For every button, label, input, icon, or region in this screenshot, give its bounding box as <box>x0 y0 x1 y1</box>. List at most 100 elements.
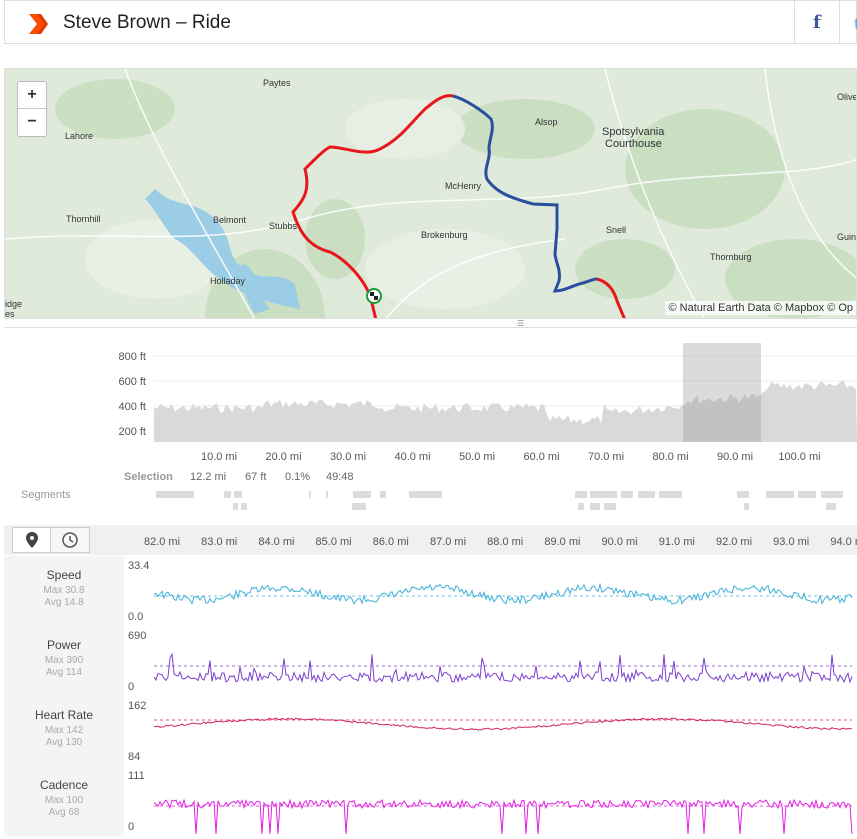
segment-bars <box>156 491 843 510</box>
map-place-label: Belmont <box>213 215 247 225</box>
map-place-label: Olive <box>837 92 857 102</box>
selection-grade: 0.1% <box>285 471 310 483</box>
segments-label: Segments <box>21 489 71 501</box>
segment-bar[interactable] <box>604 503 616 510</box>
map-resize-handle[interactable]: ☰ <box>4 319 857 328</box>
detail-x-tick: 85.0 mi <box>316 536 352 548</box>
stream-plot: 111 0 <box>124 766 857 835</box>
stream-plots: 33.4 0.0 690 0 162 84 111 0 <box>124 556 857 835</box>
segment-bar[interactable] <box>621 491 633 498</box>
stream-bottom-label: 0 <box>128 681 134 693</box>
detail-distance-axis: 82.0 mi 83.0 mi 84.0 mi 85.0 mi 86.0 mi 87.0 … <box>144 536 857 548</box>
facebook-icon: f <box>813 12 821 33</box>
segment-bar[interactable] <box>409 491 442 498</box>
stream-max: Max 142 <box>44 725 84 736</box>
detail-x-tick: 89.0 mi <box>544 536 580 548</box>
page-title: Steve Brown – Ride <box>63 12 231 33</box>
segment-bar[interactable] <box>309 491 311 498</box>
stream-name: Speed <box>46 568 82 582</box>
map-background <box>5 69 856 318</box>
detail-x-tick: 84.0 mi <box>258 536 294 548</box>
segment-bar[interactable] <box>233 503 238 510</box>
heart-rate-row-label: Heart Rate Max 142 Avg 130 <box>4 696 124 767</box>
elevation-x-tick: 70.0 mi <box>588 451 624 463</box>
segment-bar[interactable] <box>826 503 836 510</box>
map-place-label: Thornburg <box>710 252 752 262</box>
elevation-x-tick: 20.0 mi <box>265 451 301 463</box>
map-place-label: Snell <box>606 225 627 235</box>
segment-bar[interactable] <box>590 491 617 498</box>
page-header: Steve Brown – Ride f t <box>4 0 857 44</box>
segment-bar[interactable] <box>798 491 816 498</box>
map-place-label: Holladay <box>210 276 246 286</box>
segment-bar[interactable] <box>241 503 247 510</box>
stream-plot: 162 84 <box>124 696 857 765</box>
stream-trace <box>153 717 853 731</box>
elevation-selection-window[interactable] <box>683 343 761 442</box>
segment-bar[interactable] <box>638 491 655 498</box>
segment-bar[interactable] <box>224 491 231 498</box>
drag-handle-icon: ☰ <box>517 319 525 328</box>
stream-trace <box>153 652 853 684</box>
elevation-x-tick: 10.0 mi <box>201 451 237 463</box>
elevation-x-tick: 30.0 mi <box>330 451 366 463</box>
facebook-share-button[interactable]: f <box>794 1 839 43</box>
stream-charts[interactable]: Speed Max 30.8 Avg 14.8 Power Max 390 Av… <box>4 556 857 839</box>
stream-max: Max 390 <box>44 655 84 666</box>
detail-x-tick: 91.0 mi <box>659 536 695 548</box>
stream-toolbar: 82.0 mi 83.0 mi 84.0 mi 85.0 mi 86.0 mi 87.0 … <box>4 525 857 555</box>
stream-name: Cadence <box>39 778 89 792</box>
stream-trace <box>153 798 853 835</box>
segment-bar[interactable] <box>744 503 749 510</box>
segment-bar[interactable] <box>737 491 749 498</box>
elevation-y-tick: 400 ft <box>118 401 146 413</box>
detail-x-tick: 88.0 mi <box>487 536 523 548</box>
power-row-label: Power Max 390 Avg 114 <box>4 626 124 697</box>
cadence-row-label: Cadence Max 100 Avg 68 <box>4 766 124 837</box>
stream-bottom-label: 84 <box>128 751 140 763</box>
map-place-label: Alsop <box>535 117 558 127</box>
detail-x-tick: 86.0 mi <box>373 536 409 548</box>
selection-time: 49:48 <box>326 471 354 483</box>
segment-bar[interactable] <box>380 491 386 498</box>
speed-row-label: Speed Max 30.8 Avg 14.8 <box>4 556 124 627</box>
map-place-label: idge <box>5 299 23 309</box>
segment-bar[interactable] <box>234 491 242 498</box>
stream-plot: 690 0 <box>124 626 857 695</box>
segment-bar[interactable] <box>575 491 587 498</box>
segment-bar[interactable] <box>659 491 682 498</box>
zoom-out-button[interactable]: − <box>27 113 37 130</box>
stream-max: Max 100 <box>44 795 84 806</box>
twitter-share-button[interactable]: t <box>839 1 857 43</box>
detail-x-tick: 90.0 mi <box>602 536 638 548</box>
elevation-y-tick: 600 ft <box>118 376 146 388</box>
time-mode-button[interactable] <box>50 527 90 553</box>
elevation-x-tick: 40.0 mi <box>394 451 430 463</box>
twitter-icon: t <box>854 15 857 33</box>
route-map[interactable]: + − Paytes Lahore Alsop Spotsylvania Cou… <box>4 68 857 319</box>
segment-bar[interactable] <box>353 491 371 498</box>
stream-avg: Avg 68 <box>48 807 80 818</box>
elevation-profile[interactable]: 800 ft 600 ft 400 ft 200 ft 10.0 mi 20.0 mi 3… <box>4 328 857 523</box>
stream-bottom-label: 0.0 <box>128 611 143 623</box>
map-place-label: Paytes <box>263 78 291 88</box>
stream-name: Power <box>46 638 81 652</box>
selection-distance: 12.2 mi <box>190 471 226 483</box>
map-attribution[interactable]: © Natural Earth Data © Mapbox © Op <box>665 301 856 315</box>
stream-avg: Avg 14.8 <box>44 597 84 608</box>
map-place-label: es <box>5 309 15 319</box>
detail-x-tick: 82.0 mi <box>144 536 180 548</box>
detail-x-tick: 93.0 mi <box>773 536 809 548</box>
segment-bar[interactable] <box>766 491 794 498</box>
zoom-in-button[interactable]: + <box>18 82 46 109</box>
segment-bar[interactable] <box>590 503 600 510</box>
segment-bar[interactable] <box>578 503 584 510</box>
map-place-label: Spotsylvania <box>602 126 665 138</box>
segment-bar[interactable] <box>352 503 366 510</box>
elevation-x-tick: 60.0 mi <box>523 451 559 463</box>
segment-bar[interactable] <box>821 491 843 498</box>
segment-bar[interactable] <box>326 491 328 498</box>
stream-avg: Avg 114 <box>46 667 82 678</box>
elevation-y-tick: 200 ft <box>118 426 146 438</box>
segment-bar[interactable] <box>156 491 194 498</box>
